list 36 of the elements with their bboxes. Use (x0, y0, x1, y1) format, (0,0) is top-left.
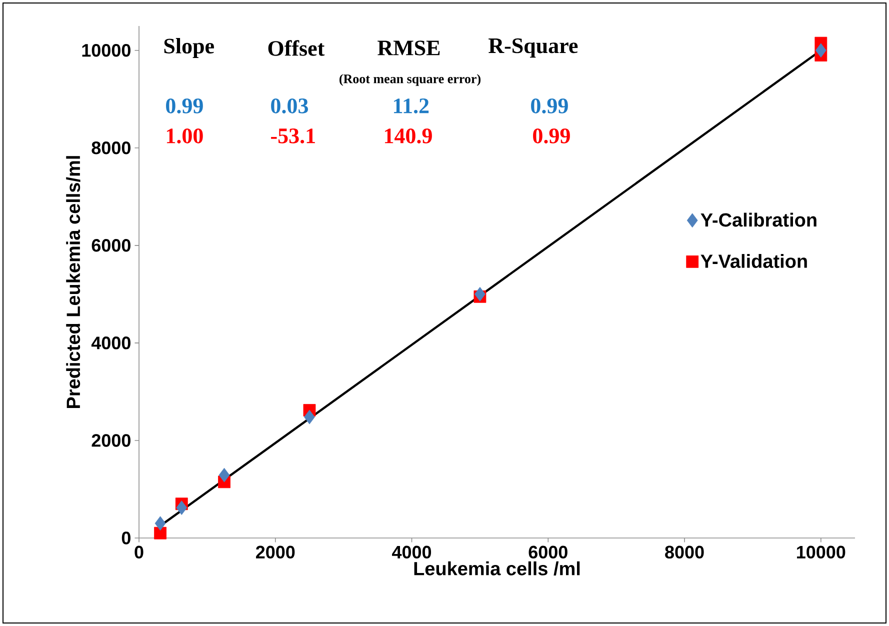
y-tick-label: 8000 (92, 142, 130, 154)
annotation: Slope (164, 38, 214, 58)
x-tick-label: 2000 (256, 546, 295, 559)
point (176, 500, 188, 515)
x-tick-label: 8000 (665, 546, 704, 559)
annotation: 0.03 (271, 98, 308, 114)
point (218, 468, 230, 482)
y-tick-label: 2000 (92, 434, 130, 447)
x-tick-label: 0 (134, 546, 144, 559)
x-axis-title: Leukemia cells /ml (414, 561, 580, 576)
annotation: 0.99 (533, 128, 570, 144)
annotation: (Root mean square error) (340, 74, 481, 86)
annotation: 1.00 (166, 128, 203, 144)
annotation: 0.99 (166, 98, 203, 114)
legend-label: Y-Validation (700, 254, 807, 268)
x-tick-label: 10000 (797, 546, 846, 559)
point (815, 43, 826, 58)
annotation: Offset (268, 40, 325, 56)
point (474, 286, 486, 302)
x-tick-label: 6000 (528, 546, 568, 559)
annotation: 140.9 (384, 128, 432, 144)
x-tick-label: 4000 (392, 546, 432, 559)
annotation: R-Square (488, 38, 578, 58)
y-tick-label: 0 (122, 532, 130, 544)
y-tick-label: 4000 (91, 336, 130, 350)
y-tick-label: 10000 (82, 44, 130, 57)
annotation: -53.1 (271, 128, 315, 144)
legend-label: Y-Calibration (700, 212, 816, 227)
point (154, 526, 166, 540)
point (304, 410, 315, 424)
y-tick-label: 6000 (92, 239, 130, 252)
point (154, 516, 166, 531)
annotation: RMSE (378, 40, 440, 56)
annotation: 11.2 (394, 98, 429, 114)
y-axis-title: Predicted Leukemia cells/ml (66, 156, 80, 408)
annotation: 0.99 (531, 98, 568, 114)
